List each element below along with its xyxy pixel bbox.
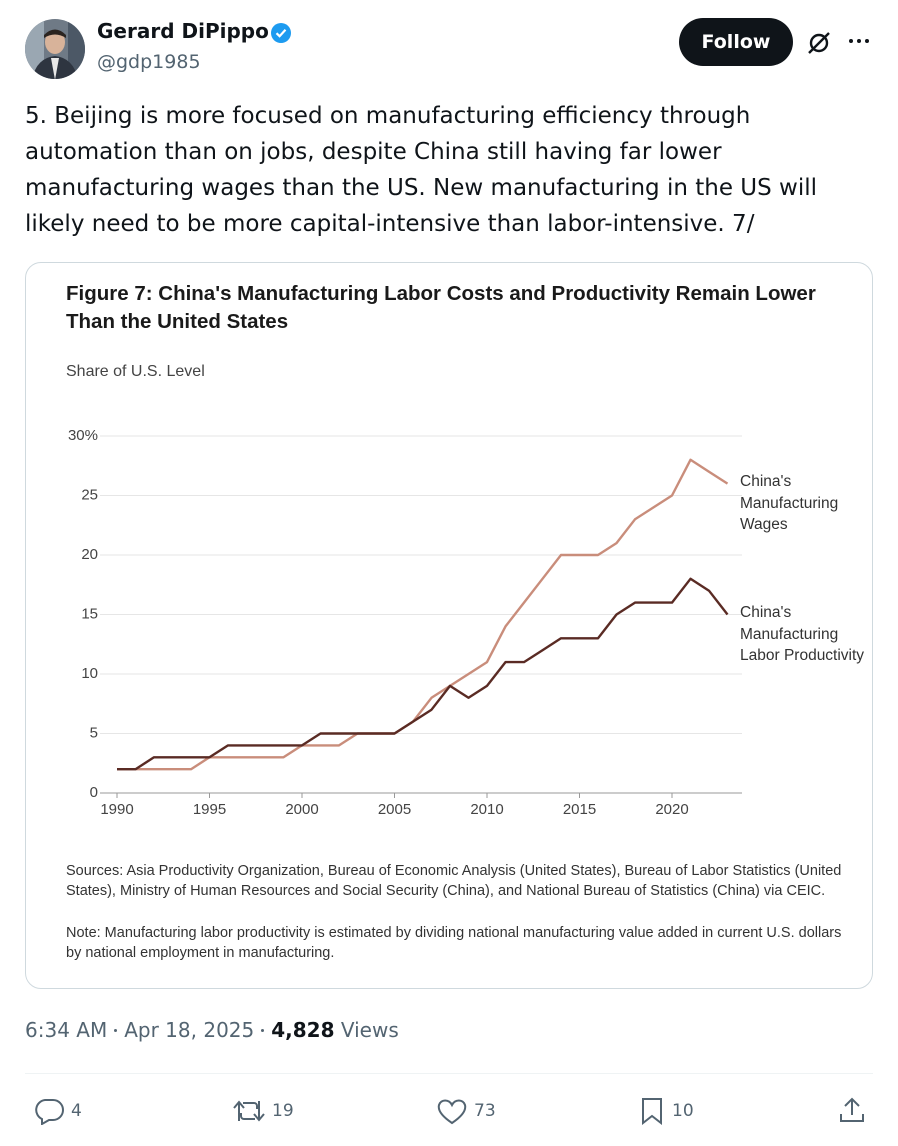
like-button[interactable]: 73 bbox=[436, 1097, 496, 1125]
like-icon bbox=[437, 1099, 467, 1125]
reply-icon bbox=[35, 1099, 64, 1125]
x-tick-label: 2010 bbox=[470, 801, 503, 818]
time[interactable]: 6:34 AM bbox=[25, 1018, 108, 1042]
y-tick-label: 30% bbox=[68, 427, 98, 444]
tweet-meta: 6:34 AM Apr 18, 2025 4,828 Views bbox=[25, 1018, 399, 1042]
share-icon[interactable] bbox=[838, 1096, 866, 1124]
author-handle[interactable]: @gdp1985 bbox=[97, 51, 201, 73]
series-label: China's Manufacturing Wages bbox=[740, 473, 839, 533]
chart-title: Figure 7: China's Manufacturing Labor Co… bbox=[66, 282, 816, 333]
x-tick-label: 2000 bbox=[285, 801, 318, 818]
series-line bbox=[117, 577, 729, 771]
like-count: 73 bbox=[474, 1101, 496, 1121]
more-icon[interactable] bbox=[847, 36, 873, 46]
bookmark-icon bbox=[642, 1098, 662, 1125]
y-tick-label: 20 bbox=[81, 546, 98, 563]
x-tick-label: 1995 bbox=[193, 801, 226, 818]
bookmark-button[interactable]: 10 bbox=[638, 1097, 694, 1125]
author-name[interactable]: Gerard DiPippo bbox=[97, 19, 269, 43]
repost-count: 19 bbox=[272, 1101, 294, 1121]
separator bbox=[114, 1028, 118, 1032]
follow-button[interactable]: Follow bbox=[679, 18, 793, 66]
views-label: Views bbox=[340, 1018, 399, 1042]
series-line bbox=[117, 458, 729, 771]
y-tick-label: 15 bbox=[81, 605, 98, 622]
date[interactable]: Apr 18, 2025 bbox=[124, 1018, 255, 1042]
y-tick-label: 10 bbox=[81, 665, 98, 682]
tweet-text: 5. Beijing is more focused on manufactur… bbox=[25, 103, 818, 237]
separator bbox=[261, 1028, 265, 1032]
x-tick-label: 2015 bbox=[563, 801, 596, 818]
reply-button[interactable]: 4 bbox=[33, 1097, 82, 1125]
x-tick-label: 1990 bbox=[100, 801, 133, 818]
y-tick-label: 25 bbox=[81, 486, 98, 503]
repost-button[interactable]: 19 bbox=[232, 1097, 294, 1125]
series-label: China's Manufacturing Labor Productivity bbox=[740, 604, 865, 664]
y-tick-label: 0 bbox=[90, 784, 98, 801]
x-tick-label: 2020 bbox=[655, 801, 688, 818]
divider bbox=[25, 1073, 873, 1074]
x-tick-label: 2005 bbox=[378, 801, 411, 818]
grok-icon[interactable] bbox=[806, 30, 832, 56]
media-card[interactable] bbox=[25, 262, 873, 989]
chart-sources: Sources: Asia Productivity Organization,… bbox=[66, 863, 842, 899]
views-count: 4,828 bbox=[271, 1018, 335, 1042]
verified-badge bbox=[271, 23, 291, 43]
y-tick-label: 5 bbox=[90, 724, 98, 741]
repost-icon bbox=[233, 1100, 265, 1122]
reply-count: 4 bbox=[71, 1101, 82, 1121]
bookmark-count: 10 bbox=[672, 1101, 694, 1121]
chart-note: Note: Manufacturing labor productivity i… bbox=[66, 925, 842, 961]
y-axis-label: Share of U.S. Level bbox=[66, 363, 205, 380]
avatar[interactable] bbox=[24, 18, 86, 80]
